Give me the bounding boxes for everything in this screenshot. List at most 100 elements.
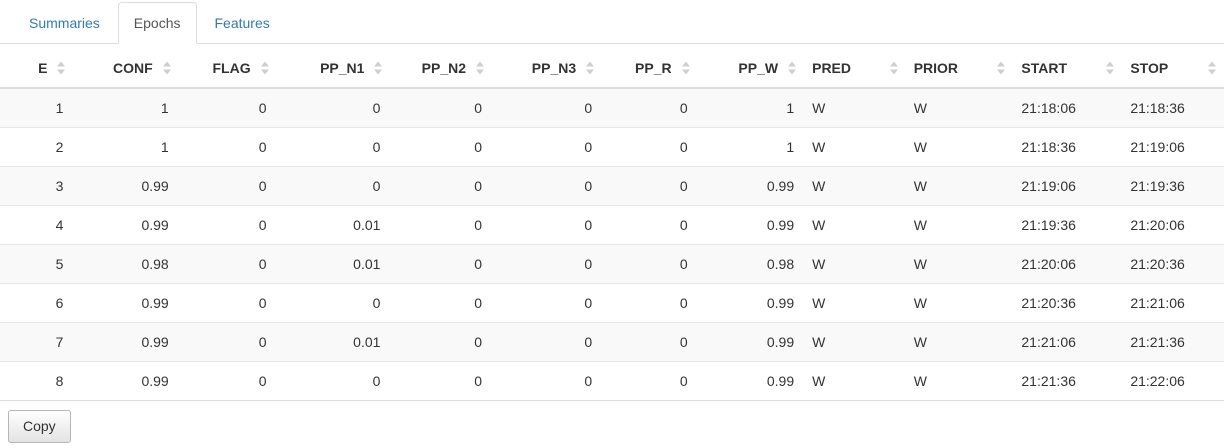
- column-header-label: CONF: [113, 60, 153, 76]
- sort-asc-desc-icon: [374, 61, 383, 75]
- tab-features-label[interactable]: Features: [214, 15, 270, 31]
- table-row: 6 0.99 0 0 0 0 0 0.99 W W 21:20:36 21:21…: [0, 283, 1224, 323]
- cell-pp-w: 0.99: [697, 166, 805, 206]
- cell-start: 21:19:06: [1013, 166, 1123, 206]
- column-header-pp-r[interactable]: PP_R: [602, 49, 698, 89]
- column-header-label: E: [38, 60, 48, 76]
- cell-conf: 0.98: [73, 244, 179, 284]
- cell-start: 21:21:06: [1013, 322, 1123, 362]
- cell-pp-n3: 0: [492, 127, 603, 167]
- cell-flag: 0: [178, 127, 277, 167]
- tab-epochs-label[interactable]: Epochs: [117, 2, 197, 44]
- cell-pred: W: [804, 283, 906, 323]
- cell-conf: 0.99: [73, 283, 179, 323]
- sort-asc-desc-icon: [997, 61, 1006, 75]
- column-header-prior[interactable]: PRIOR: [905, 49, 1014, 89]
- cell-prior: W: [905, 87, 1014, 128]
- cell-pp-n2: 0: [390, 361, 492, 401]
- sort-asc-desc-icon: [260, 61, 269, 75]
- cell-stop: 21:22:06: [1122, 361, 1224, 401]
- column-header-label: PP_W: [738, 60, 779, 76]
- cell-pp-n1: 0.01: [276, 205, 391, 245]
- table-row: 4 0.99 0 0.01 0 0 0 0.99 W W 21:19:36 21…: [0, 205, 1224, 245]
- tab-epochs[interactable]: Epochs: [117, 2, 197, 44]
- column-header-label: PP_N1: [320, 60, 365, 76]
- cell-prior: W: [905, 166, 1014, 206]
- cell-pp-r: 0: [602, 166, 698, 206]
- cell-pp-n1: 0.01: [276, 322, 391, 362]
- column-header-conf[interactable]: CONF: [73, 49, 179, 89]
- cell-start: 21:21:36: [1013, 361, 1123, 401]
- tab-features[interactable]: Features: [199, 2, 286, 44]
- epochs-table: E CONF FLAG PP_N1 PP_N2 PP_N3 PP_R PP_W …: [0, 49, 1224, 401]
- table-row: 5 0.98 0 0.01 0 0 0 0.98 W W 21:20:06 21…: [0, 244, 1224, 284]
- cell-pp-w: 0.99: [697, 283, 805, 323]
- cell-pp-r: 0: [602, 87, 698, 128]
- cell-pred: W: [804, 166, 906, 206]
- cell-pp-n3: 0: [492, 283, 603, 323]
- cell-pp-n2: 0: [390, 322, 492, 362]
- cell-pp-n3: 0: [492, 244, 603, 284]
- cell-e: 8: [0, 361, 74, 401]
- cell-stop: 21:20:36: [1122, 244, 1224, 284]
- column-header-pp-w[interactable]: PP_W: [697, 49, 805, 89]
- column-header-start[interactable]: START: [1013, 49, 1123, 89]
- table-row: 3 0.99 0 0 0 0 0 0.99 W W 21:19:06 21:19…: [0, 166, 1224, 206]
- column-header-pp-n2[interactable]: PP_N2: [390, 49, 492, 89]
- cell-pp-n3: 0: [492, 361, 603, 401]
- table-buttons: Copy: [0, 401, 1224, 443]
- cell-conf: 1: [73, 127, 179, 167]
- cell-e: 6: [0, 283, 74, 323]
- cell-conf: 0.99: [73, 205, 179, 245]
- cell-pp-n2: 0: [390, 244, 492, 284]
- tab-summaries[interactable]: Summaries: [13, 2, 116, 44]
- cell-conf: 0.99: [73, 322, 179, 362]
- cell-e: 1: [0, 87, 74, 128]
- column-header-pp-n3[interactable]: PP_N3: [492, 49, 603, 89]
- sort-asc-desc-icon: [788, 61, 797, 75]
- cell-flag: 0: [178, 283, 277, 323]
- cell-conf: 0.99: [73, 166, 179, 206]
- cell-pp-n3: 0: [492, 205, 603, 245]
- cell-pp-r: 0: [602, 322, 698, 362]
- tab-summaries-label[interactable]: Summaries: [29, 15, 100, 31]
- table-row: 8 0.99 0 0 0 0 0 0.99 W W 21:21:36 21:22…: [0, 361, 1224, 401]
- cell-pp-n1: 0: [276, 87, 391, 128]
- cell-pred: W: [804, 322, 906, 362]
- cell-pp-n2: 0: [390, 205, 492, 245]
- cell-pp-n3: 0: [492, 87, 603, 128]
- sort-asc-desc-icon: [57, 61, 66, 75]
- cell-prior: W: [905, 322, 1014, 362]
- cell-conf: 0.99: [73, 361, 179, 401]
- column-header-stop[interactable]: STOP: [1122, 49, 1224, 89]
- cell-pp-n1: 0.01: [276, 244, 391, 284]
- column-header-flag[interactable]: FLAG: [178, 49, 277, 89]
- cell-stop: 21:21:06: [1122, 283, 1224, 323]
- column-header-label: PP_R: [635, 60, 672, 76]
- sort-asc-desc-icon: [1106, 61, 1115, 75]
- copy-button[interactable]: Copy: [8, 410, 71, 443]
- cell-flag: 0: [178, 205, 277, 245]
- column-header-pred[interactable]: PRED: [804, 49, 906, 89]
- cell-e: 5: [0, 244, 74, 284]
- cell-prior: W: [905, 283, 1014, 323]
- column-header-label: PP_N2: [421, 60, 466, 76]
- cell-prior: W: [905, 361, 1014, 401]
- cell-flag: 0: [178, 244, 277, 284]
- column-header-label: START: [1021, 60, 1068, 76]
- column-header-pp-n1[interactable]: PP_N1: [276, 49, 391, 89]
- cell-pp-w: 1: [697, 87, 805, 128]
- cell-start: 21:19:36: [1013, 205, 1123, 245]
- cell-pp-w: 0.99: [697, 361, 805, 401]
- table-body: 1 1 0 0 0 0 0 1 W W 21:18:06 21:18:36 2 …: [0, 87, 1224, 401]
- sort-asc-desc-icon: [162, 61, 171, 75]
- column-header-e[interactable]: E: [0, 49, 74, 89]
- cell-flag: 0: [178, 322, 277, 362]
- cell-e: 2: [0, 127, 74, 167]
- cell-pp-n1: 0: [276, 127, 391, 167]
- cell-pp-n1: 0: [276, 361, 391, 401]
- cell-pp-n1: 0: [276, 166, 391, 206]
- cell-start: 21:20:06: [1013, 244, 1123, 284]
- cell-pp-w: 0.99: [697, 322, 805, 362]
- cell-pp-n3: 0: [492, 322, 603, 362]
